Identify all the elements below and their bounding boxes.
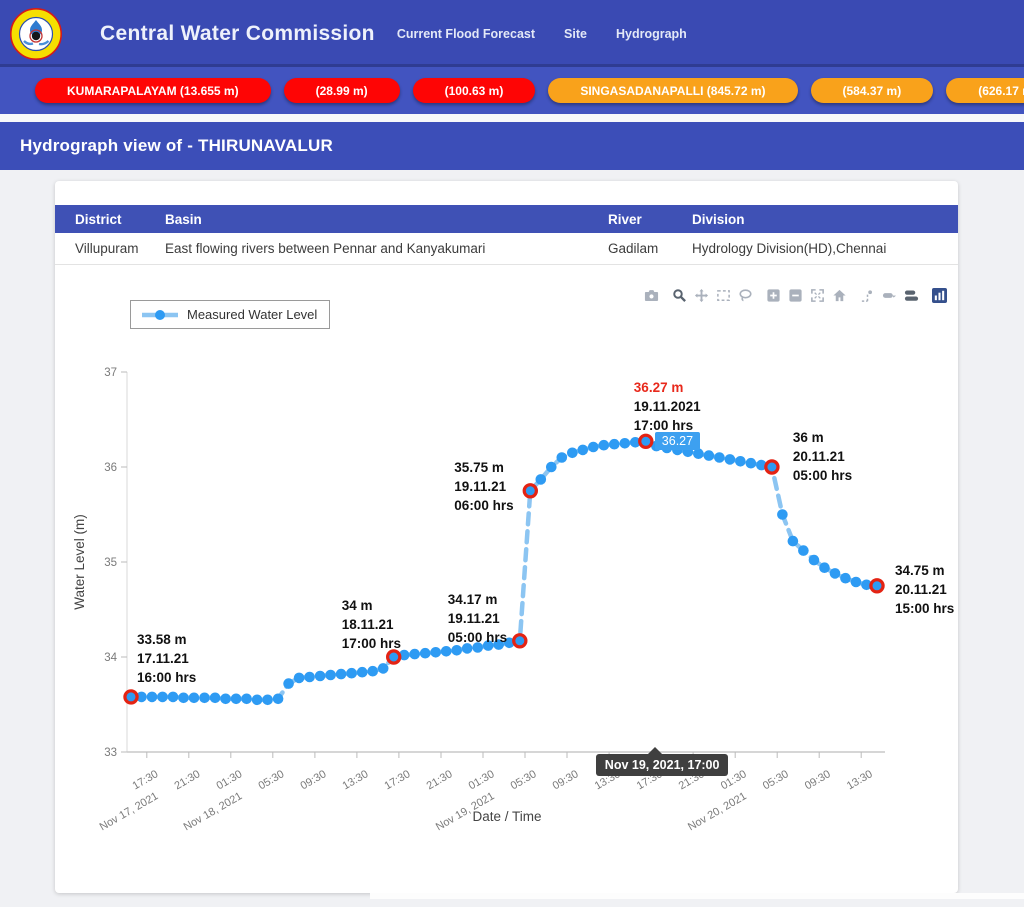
x-tick-label: 05:30 xyxy=(256,768,286,792)
main-nav: Current Flood Forecast Site Hydrograph xyxy=(397,27,687,41)
download-plot-icon[interactable] xyxy=(642,286,660,304)
hydrograph-card: District Basin River Division Villupuram… xyxy=(55,181,958,893)
y-tick-label: 35 xyxy=(104,557,117,569)
nav-hydrograph[interactable]: Hydrograph xyxy=(615,26,687,41)
x-tick-label: 01:30 xyxy=(467,768,497,792)
cwc-logo xyxy=(9,7,63,60)
y-tick-label: 34 xyxy=(104,652,117,664)
x-tick-label: 21:30 xyxy=(172,768,202,792)
station-info-table: District Basin River Division Villupuram… xyxy=(55,205,958,265)
page-title: Hydrograph view of - THIRUNAVALUR xyxy=(20,136,333,155)
x-tick-label: 13:30 xyxy=(845,768,875,792)
station-badge[interactable]: SINGASADANAPALLI (845.72 m) xyxy=(548,78,798,103)
autoscale-icon[interactable] xyxy=(808,286,826,304)
col-header-district: District xyxy=(55,205,145,233)
y-axis-title: Water Level (m) xyxy=(72,514,87,610)
chart-annotation: 33.58 m 17.11.21 16:00 hrs xyxy=(137,631,197,685)
highlighted-point xyxy=(522,483,538,499)
x-tick-label: 01:30 xyxy=(214,768,244,792)
series-markers xyxy=(123,433,885,706)
x-tick-label: 17:30 xyxy=(130,768,160,792)
plot-modebar xyxy=(642,286,948,304)
station-badge[interactable]: (28.99 m) xyxy=(283,78,400,103)
nav-site[interactable]: Site xyxy=(564,26,587,41)
table-row: Villupuram East flowing rivers between P… xyxy=(55,233,958,265)
chart-annotation: 36 m 20.11.21 05:00 hrs xyxy=(792,430,853,483)
chart-annotation: 34 m 18.11.21 17:00 hrs xyxy=(341,598,401,651)
table-header-row: District Basin River Division xyxy=(55,205,958,233)
pan-icon[interactable] xyxy=(692,286,710,304)
plotly-logo-icon[interactable] xyxy=(930,286,948,304)
chart-annotation: 34.75 m 20.11.21 15:00 hrs xyxy=(895,562,955,616)
col-header-river: River xyxy=(588,205,672,233)
page-heading-band: Hydrograph view of - THIRUNAVALUR xyxy=(0,122,1024,170)
highlighted-point xyxy=(123,689,139,705)
col-header-division: Division xyxy=(672,205,958,233)
x-axis-title: Date / Time xyxy=(472,809,541,824)
legend-label: Measured Water Level xyxy=(187,307,318,322)
x-tick-label: 05:30 xyxy=(509,768,539,792)
zoom-in-icon[interactable] xyxy=(764,286,782,304)
cell-river: Gadilam xyxy=(588,233,672,265)
x-tick-label: 17:30 xyxy=(383,768,413,792)
zoom-out-icon[interactable] xyxy=(786,286,804,304)
highlighted-point xyxy=(638,433,654,449)
box-select-icon[interactable] xyxy=(714,286,732,304)
cell-district: Villupuram xyxy=(55,233,145,265)
x-tick-date-label: Nov 20, 2021 xyxy=(686,790,749,833)
hover-compare-icon[interactable] xyxy=(902,286,920,304)
x-tick-label: 09:30 xyxy=(299,768,329,792)
nav-current-flood-forecast[interactable]: Current Flood Forecast xyxy=(396,26,536,41)
x-tick-label: 09:30 xyxy=(551,768,581,792)
legend-line-sample xyxy=(142,309,178,320)
chart-annotation: 34.17 m 19.11.21 05:00 hrs xyxy=(447,591,508,645)
reset-axes-icon[interactable] xyxy=(830,286,848,304)
x-tick-label: 05:30 xyxy=(761,768,791,792)
cell-division: Hydrology Division(HD),Chennai xyxy=(672,233,958,265)
station-badge[interactable]: (100.63 m) xyxy=(412,78,536,103)
zoom-icon[interactable] xyxy=(670,286,688,304)
hydrograph-chart[interactable]: 33 34 35 36 37 17:30 Nov 17, 2021 21:30 01:30 Nov… xyxy=(55,301,958,886)
x-tick-date-label: Nov 17, 2021 xyxy=(98,790,161,833)
point-hover-tooltip: 36.27 xyxy=(654,432,701,451)
col-header-basin: Basin xyxy=(145,205,588,233)
axis-tooltip-caret xyxy=(647,747,662,754)
toggle-spikelines-icon[interactable] xyxy=(858,286,876,304)
x-tick-label: 13:30 xyxy=(341,768,371,792)
header-gap-strip xyxy=(0,114,1024,122)
x-tick-label: 21:30 xyxy=(425,768,455,792)
highlighted-point xyxy=(386,649,402,665)
highlighted-point xyxy=(512,633,528,649)
highlighted-point xyxy=(764,459,780,475)
hover-closest-icon[interactable] xyxy=(880,286,898,304)
station-badge[interactable]: (626.17 m) xyxy=(946,78,1024,103)
chart-annotation: 36.27 m 19.11.2021 17:00 hrs xyxy=(633,380,701,434)
legend-item-measured-water-level[interactable]: Measured Water Level xyxy=(130,300,331,329)
chart-annotation: 35.75 m 19.11.21 06:00 hrs xyxy=(454,459,514,513)
y-tick-label: 33 xyxy=(104,747,117,759)
station-ticker-bar: KUMARAPALAYAM (13.655 m) (28.99 m) (100.63… xyxy=(0,67,1024,114)
cell-basin: East flowing rivers between Pennar and K… xyxy=(145,233,588,265)
axis-hover-tooltip: Nov 19, 2021, 17:00 xyxy=(595,747,729,776)
app-header: Central Water Commission Current Flood F… xyxy=(0,0,1024,67)
x-tick-label: 09:30 xyxy=(803,768,833,792)
x-tick-date-label: Nov 18, 2021 xyxy=(182,790,245,833)
app-title: Central Water Commission xyxy=(100,21,375,45)
highlighted-point xyxy=(869,578,885,594)
y-tick-label: 37 xyxy=(104,367,117,379)
station-badge[interactable]: KUMARAPALAYAM (13.655 m) xyxy=(35,78,271,103)
station-badge[interactable]: (584.37 m) xyxy=(810,78,934,103)
bottom-strip xyxy=(370,893,1024,899)
lasso-select-icon[interactable] xyxy=(736,286,754,304)
y-tick-label: 36 xyxy=(104,462,117,474)
